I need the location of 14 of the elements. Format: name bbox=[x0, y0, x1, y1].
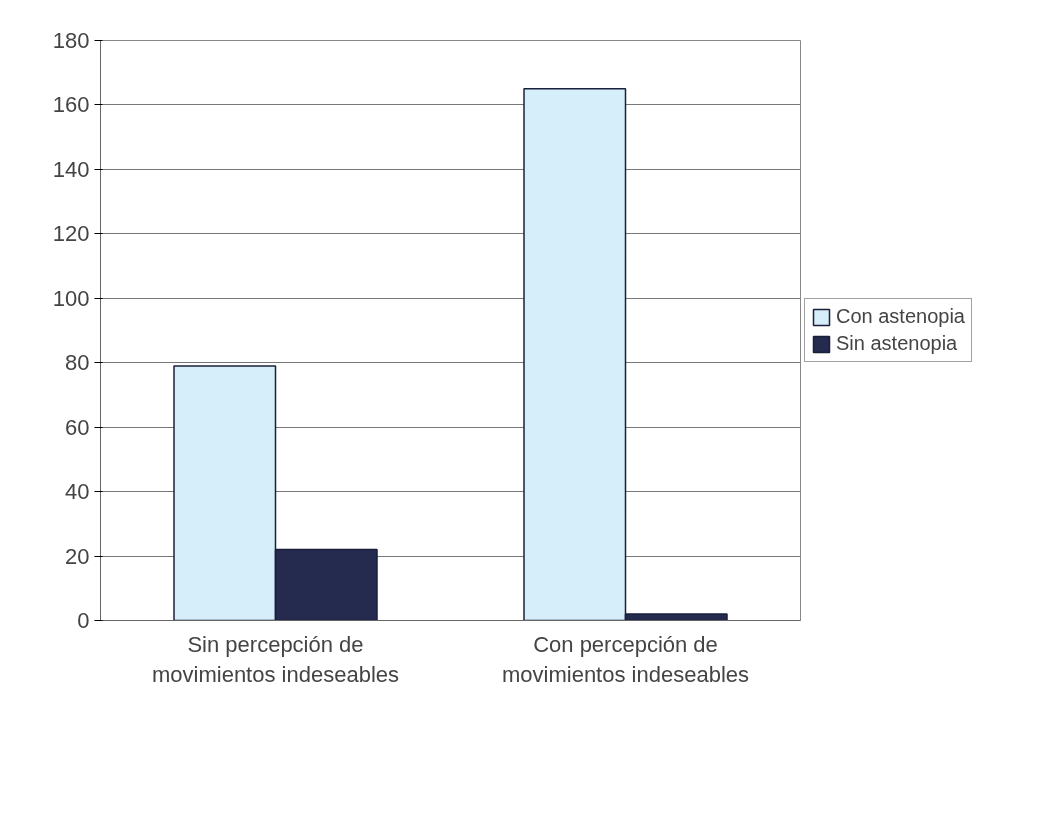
y-tick-label: 120 bbox=[52, 221, 90, 247]
y-tick-label: 60 bbox=[65, 414, 90, 440]
y-tick-label: 100 bbox=[52, 285, 90, 311]
x-tick-label: Con percepción de movimientos indeseables bbox=[501, 631, 750, 687]
y-tick-label: 180 bbox=[52, 28, 90, 53]
y-tick-label: 80 bbox=[65, 350, 90, 376]
y-tick-label: 20 bbox=[65, 543, 90, 569]
legend-label: Con astenopia bbox=[836, 305, 965, 328]
y-tick-label: 0 bbox=[77, 608, 90, 633]
legend-label: Sin astenopia bbox=[836, 332, 958, 355]
y-tick-label: 160 bbox=[52, 92, 90, 118]
y-tick-label: 140 bbox=[52, 156, 90, 182]
x-tick-label: Sin percepción de movimientos indeseables bbox=[151, 631, 400, 687]
y-tick-label: 40 bbox=[65, 479, 90, 505]
